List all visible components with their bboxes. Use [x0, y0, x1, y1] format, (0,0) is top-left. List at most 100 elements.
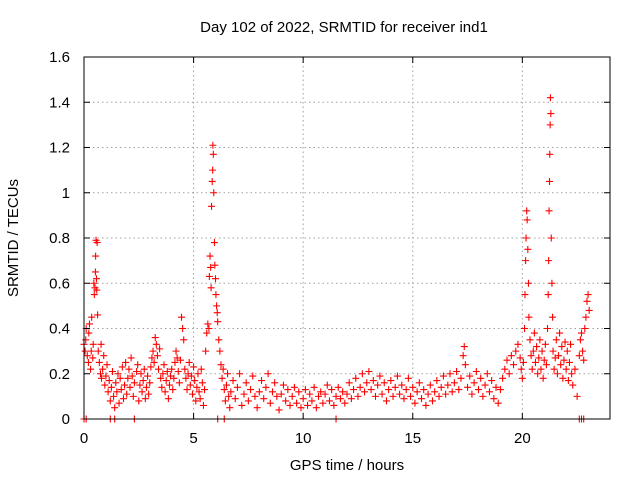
data-point	[553, 370, 561, 378]
data-point	[159, 370, 167, 378]
x-tick-label: 0	[80, 430, 88, 447]
data-point	[102, 372, 110, 380]
data-point	[466, 372, 474, 380]
data-point	[376, 372, 384, 380]
data-point	[545, 207, 553, 215]
y-tick-label: 1.2	[49, 140, 70, 157]
data-point	[198, 379, 206, 387]
y-tick-label: 0.6	[49, 275, 70, 292]
data-point	[152, 340, 160, 348]
data-point	[89, 340, 97, 348]
data-point	[352, 374, 360, 382]
data-point	[530, 329, 538, 337]
data-point	[582, 313, 590, 321]
data-point	[192, 397, 200, 405]
data-point	[512, 347, 520, 355]
data-point	[558, 343, 566, 351]
data-point	[563, 347, 571, 355]
data-point	[175, 379, 183, 387]
data-point	[455, 386, 463, 394]
data-point	[585, 306, 593, 314]
data-point	[136, 381, 144, 389]
data-point	[240, 390, 248, 398]
data-point	[301, 386, 309, 394]
data-point	[174, 367, 182, 375]
data-point	[205, 325, 213, 332]
y-tick-label: 0.2	[49, 366, 70, 383]
data-point	[238, 401, 246, 409]
x-tick-label: 20	[514, 430, 531, 447]
data-point	[157, 374, 165, 382]
data-point	[188, 390, 196, 398]
data-point	[195, 388, 203, 396]
data-point	[153, 352, 161, 360]
data-point	[207, 263, 215, 271]
data-point	[182, 374, 190, 382]
data-point	[140, 365, 148, 373]
data-point	[145, 390, 153, 398]
data-point	[266, 399, 274, 407]
data-point	[88, 313, 96, 321]
data-point	[488, 377, 496, 385]
data-point	[371, 392, 379, 400]
data-point	[426, 381, 434, 389]
data-point	[219, 365, 227, 373]
data-point	[279, 381, 287, 389]
data-point	[442, 390, 450, 398]
data-point	[127, 354, 135, 362]
data-point	[547, 110, 555, 118]
data-point	[475, 386, 482, 394]
data-point	[104, 388, 112, 396]
data-point	[524, 279, 532, 287]
data-point	[110, 392, 118, 400]
data-point	[470, 379, 478, 387]
data-point	[199, 401, 207, 409]
data-point	[332, 392, 340, 400]
grid-layer	[84, 57, 610, 419]
data-point	[105, 377, 113, 385]
data-point	[428, 397, 436, 405]
data-point	[526, 336, 534, 344]
data-point	[242, 379, 250, 387]
data-point	[87, 347, 95, 355]
data-point	[544, 291, 552, 299]
data-point	[387, 377, 395, 385]
data-point	[96, 370, 104, 378]
data-point	[236, 370, 244, 378]
data-point	[151, 334, 159, 342]
data-point	[545, 257, 553, 265]
data-point	[190, 363, 198, 371]
data-point	[460, 343, 468, 351]
data-point	[208, 202, 216, 210]
data-point	[523, 216, 531, 224]
data-point	[222, 381, 230, 389]
data-point	[420, 386, 428, 394]
data-point	[306, 390, 314, 398]
data-point	[214, 318, 222, 326]
data-point	[472, 367, 480, 375]
data-point	[560, 356, 568, 364]
data-point	[323, 381, 331, 389]
data-point	[108, 367, 116, 375]
data-point	[389, 392, 397, 400]
data-point	[400, 395, 408, 403]
data-point	[142, 383, 150, 391]
data-point	[559, 374, 567, 382]
data-point	[433, 377, 441, 385]
data-point	[205, 272, 213, 280]
y-tick-label: 0	[62, 411, 70, 428]
data-point	[210, 189, 218, 197]
data-point	[186, 381, 194, 389]
data-point	[82, 336, 90, 344]
data-point	[556, 329, 564, 337]
data-point	[549, 347, 557, 355]
data-point	[218, 374, 226, 382]
data-point	[522, 234, 530, 242]
data-point	[345, 379, 353, 387]
data-point	[516, 354, 524, 362]
data-point	[519, 358, 527, 366]
data-point	[271, 379, 279, 387]
data-point	[402, 386, 410, 394]
data-point	[448, 388, 456, 396]
data-point	[201, 386, 209, 394]
